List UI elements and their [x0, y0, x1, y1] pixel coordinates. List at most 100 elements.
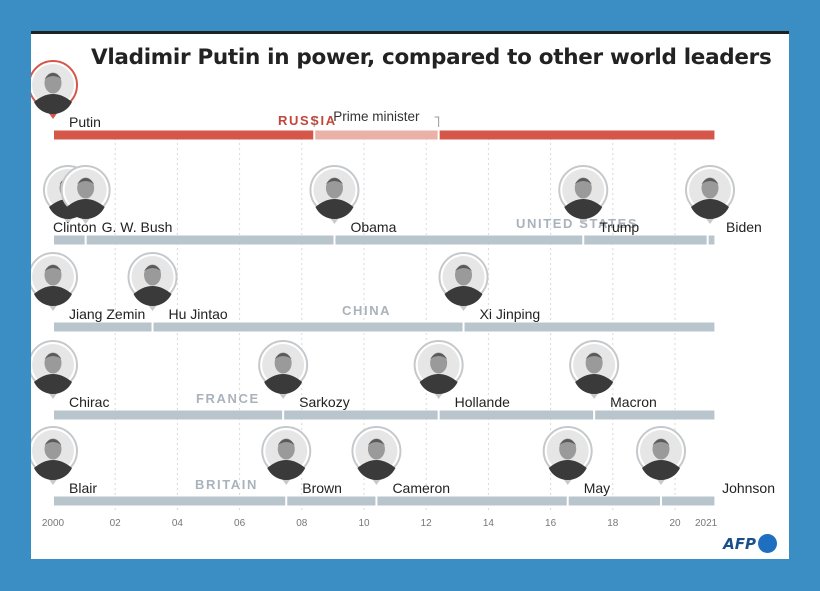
tick-label-06: 06	[234, 518, 246, 529]
chart-title: Vladimir Putin in power, compared to oth…	[91, 45, 772, 70]
bar-macron	[595, 410, 715, 420]
portrait-shoulders	[264, 374, 303, 395]
bar-clinton	[54, 235, 85, 245]
marker-putin: Putin	[31, 60, 101, 130]
portrait-shoulders	[357, 460, 396, 481]
infographic-card: Vladimir Putin in power, compared to oth…	[31, 31, 789, 559]
portrait-face	[44, 438, 62, 460]
marker-sarkozy: Sarkozy	[258, 340, 350, 410]
bar-biden	[708, 235, 715, 245]
trump-portrait-icon	[562, 169, 605, 220]
tick-label-16: 16	[545, 518, 557, 529]
marker-johnson: Johnson	[636, 426, 775, 496]
bar-segment-president	[439, 130, 715, 140]
blair-portrait-icon	[32, 430, 74, 481]
portrait-face	[44, 264, 62, 286]
tick-label-14: 14	[483, 518, 495, 529]
portrait-hair	[77, 178, 95, 184]
portrait-shoulders	[642, 460, 681, 481]
hollande-portrait-icon	[417, 344, 460, 395]
leader-name-putin: Putin	[69, 114, 101, 130]
portrait-hair	[44, 353, 62, 359]
portrait-hair	[430, 353, 448, 359]
marker-hu-jintao: Hu Jintao	[127, 252, 228, 322]
bar-trump	[584, 235, 707, 245]
bar-cameron	[377, 496, 567, 506]
bar-segment-president	[54, 130, 314, 140]
row-britain: BRITAIN Blair Brown Cameron May Johnson	[31, 426, 775, 506]
marker-g-w-bush: G. W. Bush	[60, 165, 173, 235]
portrait-hair	[585, 353, 603, 359]
marker-biden: Biden	[685, 165, 762, 235]
country-label-united-states: UNITED STATES	[516, 216, 638, 231]
afp-logo: AFP	[723, 534, 777, 553]
portrait-face	[367, 438, 385, 460]
row-china: CHINA Jiang Zemin Hu Jintao Xi Jinping	[31, 252, 715, 332]
portrait-face	[277, 438, 295, 460]
marker-brown: Brown	[261, 426, 342, 496]
marker-cameron: Cameron	[351, 426, 450, 496]
bar-obama	[335, 235, 583, 245]
bar-segment-prime-minister	[315, 130, 438, 140]
portrait-face	[574, 177, 592, 199]
leader-name-jiang-zemin: Jiang Zemin	[69, 306, 145, 322]
portrait-shoulders	[267, 460, 306, 481]
johnson-portrait-icon	[640, 430, 683, 481]
tick-label-20: 20	[669, 518, 681, 529]
portrait-face	[44, 352, 62, 374]
leader-name-clinton: Clinton	[53, 219, 97, 235]
bar-g-w-bush	[86, 235, 334, 245]
marker-chirac: Chirac	[31, 340, 109, 410]
portrait-hair	[455, 265, 473, 271]
portrait-face	[652, 438, 670, 460]
leader-name-biden: Biden	[726, 219, 762, 235]
tick-label-08: 08	[296, 518, 308, 529]
bar-sarkozy	[284, 410, 438, 420]
portrait-hair	[574, 178, 592, 184]
leader-name-johnson: Johnson	[722, 480, 775, 496]
tick-label-10: 10	[358, 518, 370, 529]
leader-name-cameron: Cameron	[392, 480, 450, 496]
bush-portrait-icon	[64, 169, 107, 220]
leader-name-g-w-bush: G. W. Bush	[102, 219, 173, 235]
tick-label-02: 02	[110, 518, 122, 529]
portrait-face	[144, 264, 162, 286]
portrait-shoulders	[34, 374, 72, 395]
bar-hu-jintao	[153, 322, 463, 332]
country-label-france: FRANCE	[196, 391, 260, 406]
marker-xi-jinping: Xi Jinping	[438, 252, 540, 322]
bar-blair	[54, 496, 286, 506]
country-label-china: CHINA	[342, 303, 391, 318]
chirac-portrait-icon	[32, 344, 74, 395]
marker-obama: Obama	[309, 165, 397, 235]
leader-name-may: May	[584, 480, 610, 496]
portrait-hair	[367, 439, 385, 445]
cameron-portrait-icon	[355, 430, 398, 481]
sarkozy-portrait-icon	[262, 344, 305, 395]
portrait-hair	[44, 265, 62, 271]
portrait-hair	[277, 439, 295, 445]
leader-name-blair: Blair	[69, 480, 97, 496]
portrait-hair	[144, 265, 162, 271]
portrait-face	[274, 352, 292, 374]
leader-name-hu-jintao: Hu Jintao	[169, 306, 228, 322]
portrait-shoulders	[34, 94, 72, 115]
portrait-shoulders	[133, 286, 172, 307]
leader-name-chirac: Chirac	[69, 394, 109, 410]
portrait-face	[559, 438, 577, 460]
country-label-britain: BRITAIN	[195, 477, 258, 492]
obama-portrait-icon	[313, 169, 356, 220]
portrait-hair	[652, 439, 670, 445]
tick-label-2021: 2021	[695, 518, 718, 529]
leader-name-hollande: Hollande	[455, 394, 510, 410]
macron-portrait-icon	[573, 344, 616, 395]
tick-label-04: 04	[172, 518, 184, 529]
biden-portrait-icon	[689, 169, 731, 220]
bar-may	[568, 496, 661, 506]
portrait-hair	[701, 178, 719, 184]
portrait-shoulders	[564, 199, 603, 220]
portrait-shoulders	[444, 286, 483, 307]
putin-portrait-icon	[32, 64, 74, 115]
jiang-zemin-portrait-icon	[32, 256, 74, 307]
